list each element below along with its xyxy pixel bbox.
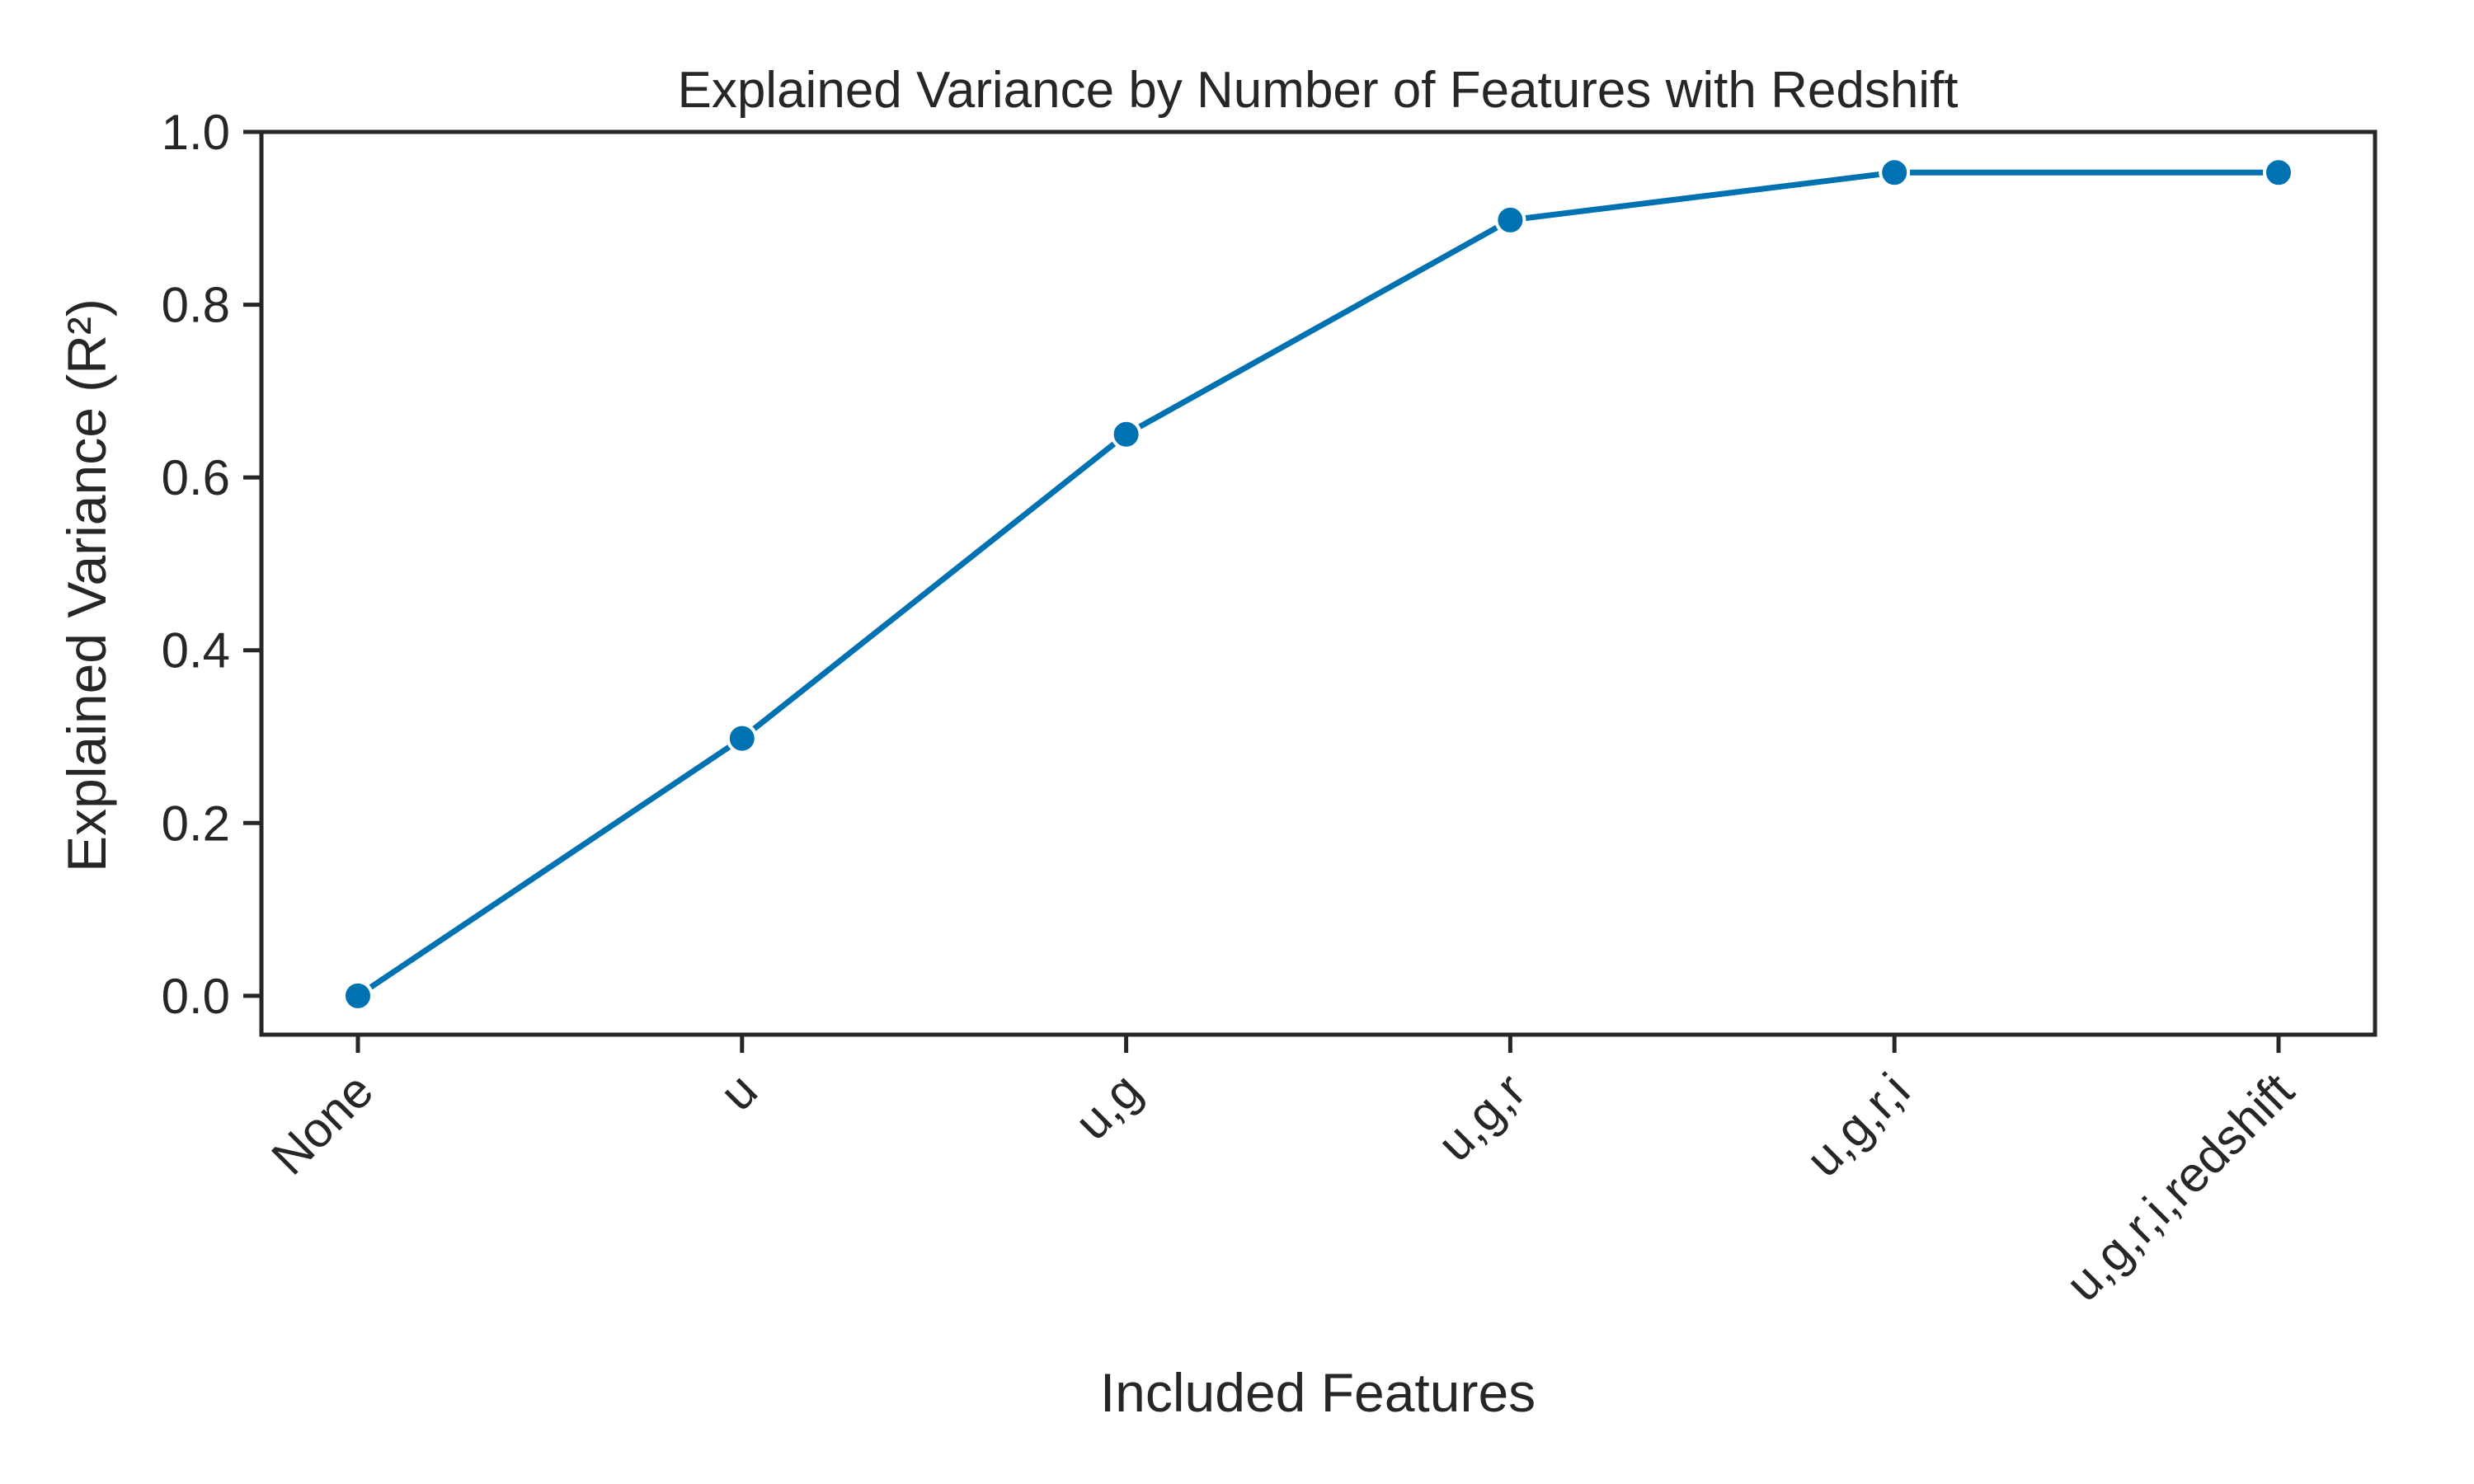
data-point (726, 722, 758, 754)
data-point (1494, 204, 1526, 236)
y-tick-label: 0.2 (162, 796, 230, 851)
y-axis: 0.0 0.2 0.4 0.6 0.8 1.0 (162, 105, 261, 1024)
series-line-group (342, 157, 2294, 1012)
y-axis-title: Explained Variance (R²) (56, 298, 117, 872)
series-line (355, 169, 2282, 999)
plot-frame (259, 129, 2378, 1037)
x-axis-title: Included Features (1100, 1362, 1536, 1423)
data-point (342, 979, 374, 1012)
y-tick-label: 0.4 (162, 623, 230, 679)
y-tick-label: 0.6 (162, 450, 230, 505)
y-tick-label: 0.8 (162, 278, 230, 333)
data-point (1879, 157, 1911, 189)
y-tick-label: 0.0 (162, 969, 230, 1024)
data-point (2263, 157, 2294, 189)
plot-area (259, 129, 2378, 1037)
chart-title: Explained Variance by Number of Features… (677, 62, 1958, 119)
y-tick-label: 1.0 (162, 105, 230, 160)
data-point (1110, 418, 1142, 450)
